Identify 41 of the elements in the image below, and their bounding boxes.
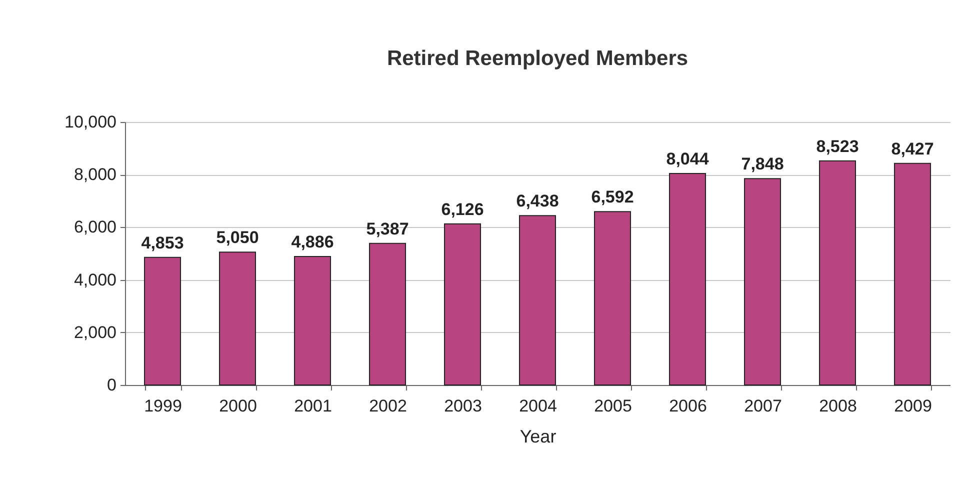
x-tick-label: 2004 xyxy=(519,396,557,416)
data-label: 5,387 xyxy=(366,219,409,238)
x-tick-label: 2007 xyxy=(744,396,782,416)
y-tick-label: 0 xyxy=(107,376,116,394)
data-label: 7,848 xyxy=(741,154,784,174)
x-tick-label: 2002 xyxy=(369,396,407,416)
y-tick-label: 4,000 xyxy=(74,270,116,290)
bar xyxy=(369,242,406,386)
y-tick-label: 2,000 xyxy=(74,322,116,342)
bar xyxy=(894,162,931,386)
bar xyxy=(444,223,481,386)
data-label: 4,853 xyxy=(141,233,184,252)
y-tick-label: 6,000 xyxy=(74,218,116,237)
bar xyxy=(144,256,181,386)
bar xyxy=(219,252,256,386)
chart-title: Retired Reemployed Members xyxy=(386,47,688,70)
x-tick-label: 2000 xyxy=(219,396,257,416)
x-tick-label: 2003 xyxy=(444,396,482,416)
bar xyxy=(669,172,706,386)
data-label: 6,592 xyxy=(591,188,634,207)
bar xyxy=(594,211,631,386)
x-axis-title: Year xyxy=(520,426,556,446)
x-tick-label: 1999 xyxy=(144,396,182,416)
data-label: 8,044 xyxy=(666,149,710,168)
data-label: 6,126 xyxy=(441,200,484,219)
bar xyxy=(294,256,331,386)
data-label: 6,438 xyxy=(516,192,559,211)
data-label: 4,886 xyxy=(291,232,334,252)
x-tick-label: 2005 xyxy=(594,396,632,416)
x-tick-label: 2009 xyxy=(894,396,932,416)
bar xyxy=(744,178,781,386)
x-tick-label: 2006 xyxy=(669,396,707,416)
data-label: 8,427 xyxy=(891,139,934,158)
data-label: 5,050 xyxy=(216,228,259,248)
x-tick-label: 2008 xyxy=(819,396,857,416)
y-tick-label: 8,000 xyxy=(74,165,116,184)
y-tick-label: 10,000 xyxy=(64,112,116,132)
data-label: 8,523 xyxy=(816,136,859,156)
x-tick-label: 2001 xyxy=(294,396,332,416)
bar xyxy=(519,215,556,386)
bar xyxy=(819,160,856,386)
